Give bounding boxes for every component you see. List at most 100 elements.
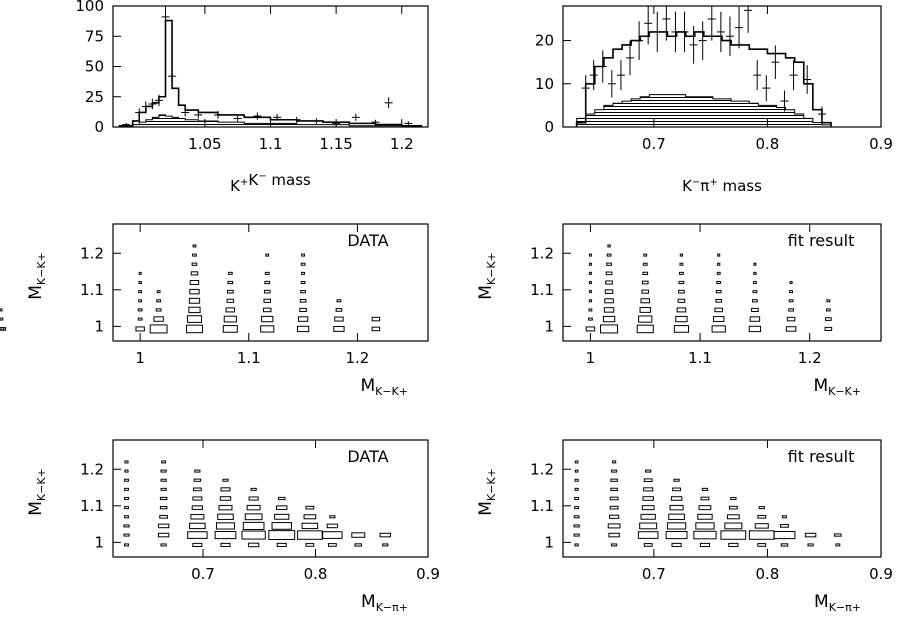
- box-cell: [223, 315, 237, 323]
- y-tick-label: 10: [535, 75, 554, 93]
- box-cells: [123, 460, 391, 548]
- box-cell: [645, 469, 652, 473]
- box-cell: [335, 308, 343, 312]
- box-cell: [604, 298, 614, 304]
- box-cells: [0, 244, 381, 334]
- x-axis-label: MK−K+: [813, 376, 861, 398]
- box-cell: [825, 317, 832, 321]
- box-cell: [752, 290, 758, 294]
- box-cell: [379, 532, 391, 538]
- box-cell: [753, 271, 757, 275]
- box-cell: [160, 469, 167, 473]
- box-cell: [714, 307, 723, 313]
- box-cell: [825, 308, 831, 312]
- box-cell: [588, 308, 593, 312]
- box-cell: [271, 522, 292, 530]
- box-cell: [574, 543, 579, 547]
- box-cell: [701, 487, 709, 491]
- box-cell: [124, 460, 129, 464]
- box-cell: [573, 515, 580, 519]
- box-cells: [573, 460, 842, 547]
- box-cell: [724, 522, 743, 530]
- box-cell: [219, 496, 232, 501]
- box-cell: [333, 325, 345, 332]
- x-ticks: 0.7 0.8 0.9: [642, 440, 893, 583]
- box-cell: [241, 530, 266, 540]
- box-cell: [678, 289, 685, 294]
- box-cell: [300, 262, 306, 266]
- box-cell: [700, 496, 710, 501]
- box-cell: [573, 533, 580, 537]
- x-ticks: 1 1.1 1.2: [586, 224, 822, 367]
- x-tick-label: 1.15: [319, 135, 352, 153]
- box-cell: [187, 531, 208, 539]
- box-cell: [643, 487, 654, 492]
- box-cell: [604, 289, 614, 294]
- box-cell: [609, 496, 619, 501]
- box-cell: [156, 290, 161, 294]
- box-cell: [826, 299, 831, 303]
- box-cell: [301, 253, 305, 257]
- plot-frame: [112, 5, 429, 128]
- box-cell: [268, 530, 296, 541]
- y-axis-label-sub: K−K+: [485, 252, 498, 285]
- y-ticks: 1 1.1 1.2: [530, 460, 571, 551]
- box-cell: [668, 513, 685, 520]
- box-cell: [610, 487, 618, 491]
- box-cell: [600, 324, 619, 334]
- x-axis-label: K−π+ mass: [682, 177, 762, 195]
- box-cell: [194, 469, 201, 473]
- x-tick-label: 1.1: [688, 349, 712, 367]
- box-cell: [299, 298, 307, 303]
- box-cell: [728, 505, 738, 510]
- box-cell: [754, 523, 769, 529]
- panel-note: fit result: [788, 231, 855, 250]
- box-cell: [780, 524, 789, 528]
- box-cell: [149, 324, 168, 334]
- box-cell: [225, 307, 236, 313]
- box-cell: [155, 308, 162, 312]
- y-ticks: 0 10 20: [535, 32, 571, 136]
- x-axis-label-main: M: [360, 376, 375, 396]
- box-cell: [640, 513, 656, 520]
- x-tick-label: 1.2: [390, 135, 414, 153]
- box-cell: [193, 478, 202, 482]
- x-axis-label-sub: K−π+: [829, 601, 861, 614]
- x-axis-label: K+K− mass: [230, 171, 311, 195]
- plot-frame: [112, 223, 429, 342]
- box-cell: [693, 530, 717, 540]
- box-cell: [785, 326, 797, 332]
- box-cell: [159, 496, 168, 501]
- box-cell: [248, 496, 259, 501]
- box-cell: [192, 244, 197, 248]
- box-cell: [673, 325, 690, 333]
- box-cell: [190, 514, 205, 520]
- box-cell: [305, 543, 315, 547]
- box-cell: [137, 317, 143, 321]
- box-cell: [156, 299, 161, 303]
- x-axis-label-part: −: [692, 177, 700, 188]
- background-histogram: [119, 114, 422, 128]
- y-axis-label: MK−K+: [476, 252, 498, 300]
- box-cell: [612, 460, 617, 464]
- box-cell: [186, 315, 202, 323]
- x-tick-label: 1.2: [345, 349, 369, 367]
- box-cell: [639, 306, 651, 313]
- y-tick-label: 1.2: [530, 244, 554, 262]
- box-cell: [665, 531, 688, 540]
- box-cell: [190, 271, 199, 276]
- x-ticks: 1 1.1 1.2: [135, 224, 369, 367]
- box-cell: [574, 497, 580, 500]
- x-axis-label-sub: K−K+: [375, 385, 408, 398]
- y-axis-label-main: M: [476, 501, 496, 516]
- box-cell: [574, 487, 579, 491]
- box-cell: [606, 253, 612, 257]
- box-cell: [609, 514, 620, 519]
- x-axis-label-part: K: [248, 171, 259, 189]
- box-cell: [676, 307, 687, 313]
- x-tick-label: 0.8: [755, 135, 779, 153]
- box-cell: [640, 298, 650, 304]
- box-cell: [757, 543, 767, 547]
- y-axis-label-sub: K−K+: [35, 468, 48, 501]
